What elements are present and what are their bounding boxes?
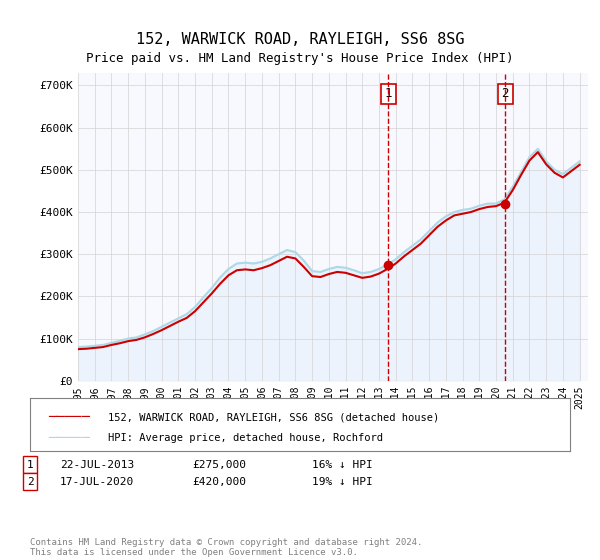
Text: Price paid vs. HM Land Registry's House Price Index (HPI): Price paid vs. HM Land Registry's House …: [86, 52, 514, 66]
Text: ─────: ─────: [48, 432, 90, 446]
Text: 2: 2: [502, 87, 509, 100]
Text: 17-JUL-2020: 17-JUL-2020: [60, 477, 134, 487]
Text: 152, WARWICK ROAD, RAYLEIGH, SS6 8SG: 152, WARWICK ROAD, RAYLEIGH, SS6 8SG: [136, 32, 464, 46]
Text: Contains HM Land Registry data © Crown copyright and database right 2024.
This d: Contains HM Land Registry data © Crown c…: [30, 538, 422, 557]
Text: 19% ↓ HPI: 19% ↓ HPI: [312, 477, 373, 487]
Text: HPI: Average price, detached house, Rochford: HPI: Average price, detached house, Roch…: [108, 433, 383, 444]
Text: 16% ↓ HPI: 16% ↓ HPI: [312, 460, 373, 470]
Text: 1: 1: [385, 87, 392, 100]
Text: £275,000: £275,000: [192, 460, 246, 470]
Text: 152, WARWICK ROAD, RAYLEIGH, SS6 8SG (detached house): 152, WARWICK ROAD, RAYLEIGH, SS6 8SG (de…: [108, 412, 439, 422]
Text: 22-JUL-2013: 22-JUL-2013: [60, 460, 134, 470]
Text: ─────: ─────: [48, 410, 90, 424]
Text: £420,000: £420,000: [192, 477, 246, 487]
Text: 1: 1: [26, 460, 34, 470]
Text: 2: 2: [26, 477, 34, 487]
